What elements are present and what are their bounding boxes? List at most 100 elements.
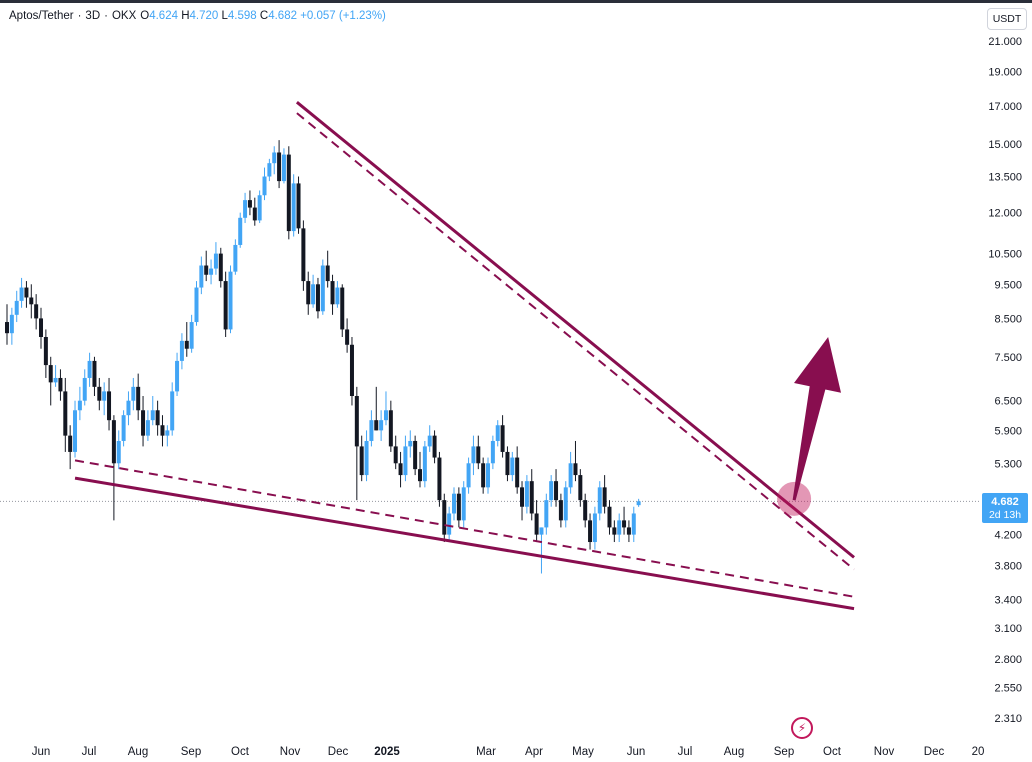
candle <box>379 410 384 441</box>
candle <box>311 274 316 308</box>
time-tick-label: Dec <box>328 746 349 758</box>
legend-separator: · <box>77 10 82 22</box>
candle <box>335 281 340 308</box>
lower-dashed-trendline[interactable] <box>74 459 855 598</box>
candle <box>150 396 155 426</box>
candle <box>126 391 131 426</box>
candle <box>68 425 73 470</box>
price-axis[interactable]: 21.000 19.000 17.000 15.000 13.500 12.000 10.5… <box>988 36 1022 725</box>
candle <box>223 271 228 338</box>
candle <box>393 435 398 470</box>
time-tick-label: Nov <box>280 746 301 758</box>
close-value: 4.682 <box>268 10 297 22</box>
candle <box>592 506 597 550</box>
candle <box>408 430 413 458</box>
candle <box>597 481 602 521</box>
candle <box>291 174 296 237</box>
time-tick-label: 2025 <box>374 746 400 758</box>
price-tick-label: 2.800 <box>994 654 1022 666</box>
candle <box>257 190 262 224</box>
time-tick-label: Dec <box>924 746 945 758</box>
candle <box>349 337 354 406</box>
lightning-icon[interactable]: ⚡ <box>791 717 813 739</box>
candle <box>636 498 641 507</box>
price-tick-label: 12.000 <box>988 208 1022 220</box>
candle <box>452 487 457 521</box>
breakout-arrow[interactable] <box>792 337 842 501</box>
candle <box>286 146 291 240</box>
candle <box>53 365 58 387</box>
time-tick-label: Mar <box>476 746 496 758</box>
candle <box>345 318 350 353</box>
open-value: 4.624 <box>149 10 178 22</box>
candle <box>568 451 573 494</box>
candle <box>184 322 189 357</box>
price-tick-label: 8.500 <box>994 313 1022 325</box>
price-tick-label: 17.000 <box>988 101 1022 113</box>
candle <box>238 212 243 248</box>
price-tick-label: 9.500 <box>994 279 1022 291</box>
candle <box>315 277 320 319</box>
time-tick-label: Jul <box>82 746 97 758</box>
candle <box>510 451 515 482</box>
candle <box>252 197 257 226</box>
upper-solid-trendline[interactable] <box>295 101 855 559</box>
legend-separator: · <box>104 10 108 22</box>
candle <box>43 329 48 378</box>
candle <box>97 377 102 411</box>
window-top-border <box>0 0 1032 3</box>
candle <box>578 469 583 507</box>
candle <box>413 435 418 476</box>
time-tick-label: May <box>572 746 594 758</box>
candle <box>73 400 78 458</box>
price-tick-label: 3.400 <box>994 594 1022 606</box>
candle <box>175 352 180 397</box>
candle <box>34 294 39 330</box>
candle <box>388 400 393 452</box>
candle <box>213 242 218 275</box>
candle <box>281 148 286 184</box>
candle <box>320 259 325 315</box>
candle <box>141 396 146 447</box>
upper-dashed-trendline[interactable] <box>296 112 855 571</box>
candle <box>155 400 160 436</box>
candle <box>92 356 97 397</box>
lower-solid-trendline[interactable] <box>74 476 855 611</box>
candle <box>111 415 116 521</box>
candle <box>631 506 636 543</box>
candle <box>383 391 388 426</box>
candle <box>209 259 214 285</box>
candles-layer <box>5 140 641 574</box>
candle <box>277 140 282 189</box>
drawings-layer[interactable] <box>74 101 855 611</box>
candle <box>330 274 335 315</box>
high-label: H <box>181 10 190 22</box>
candle <box>437 451 442 507</box>
currency-selector[interactable]: USDT <box>987 8 1027 30</box>
candle <box>607 500 612 535</box>
candle <box>136 373 141 421</box>
change-value: +0.057 <box>300 10 336 22</box>
time-tick-label: Aug <box>724 746 744 758</box>
candle <box>486 457 491 494</box>
time-tick-label: Aug <box>128 746 148 758</box>
candle <box>558 493 563 528</box>
candle <box>549 475 554 507</box>
price-tick-label: 5.900 <box>994 425 1022 437</box>
interval[interactable]: 3D <box>85 10 101 22</box>
time-tick-label: Jul <box>678 746 693 758</box>
candle <box>9 307 14 345</box>
time-axis[interactable]: Jun Jul Aug Sep Oct Nov Dec 2025 Mar Apr May Jun Jul… <box>32 746 985 758</box>
candle <box>121 410 126 447</box>
price-tick-label: 15.000 <box>988 139 1022 151</box>
candle <box>145 410 150 441</box>
symbol-name[interactable]: Aptos/Tether <box>9 10 74 22</box>
candle <box>82 369 87 406</box>
time-tick-label: Jun <box>32 746 51 758</box>
candle <box>544 493 549 535</box>
candle <box>204 250 209 282</box>
candle <box>77 386 82 421</box>
candle <box>170 382 175 436</box>
candle <box>534 500 539 543</box>
